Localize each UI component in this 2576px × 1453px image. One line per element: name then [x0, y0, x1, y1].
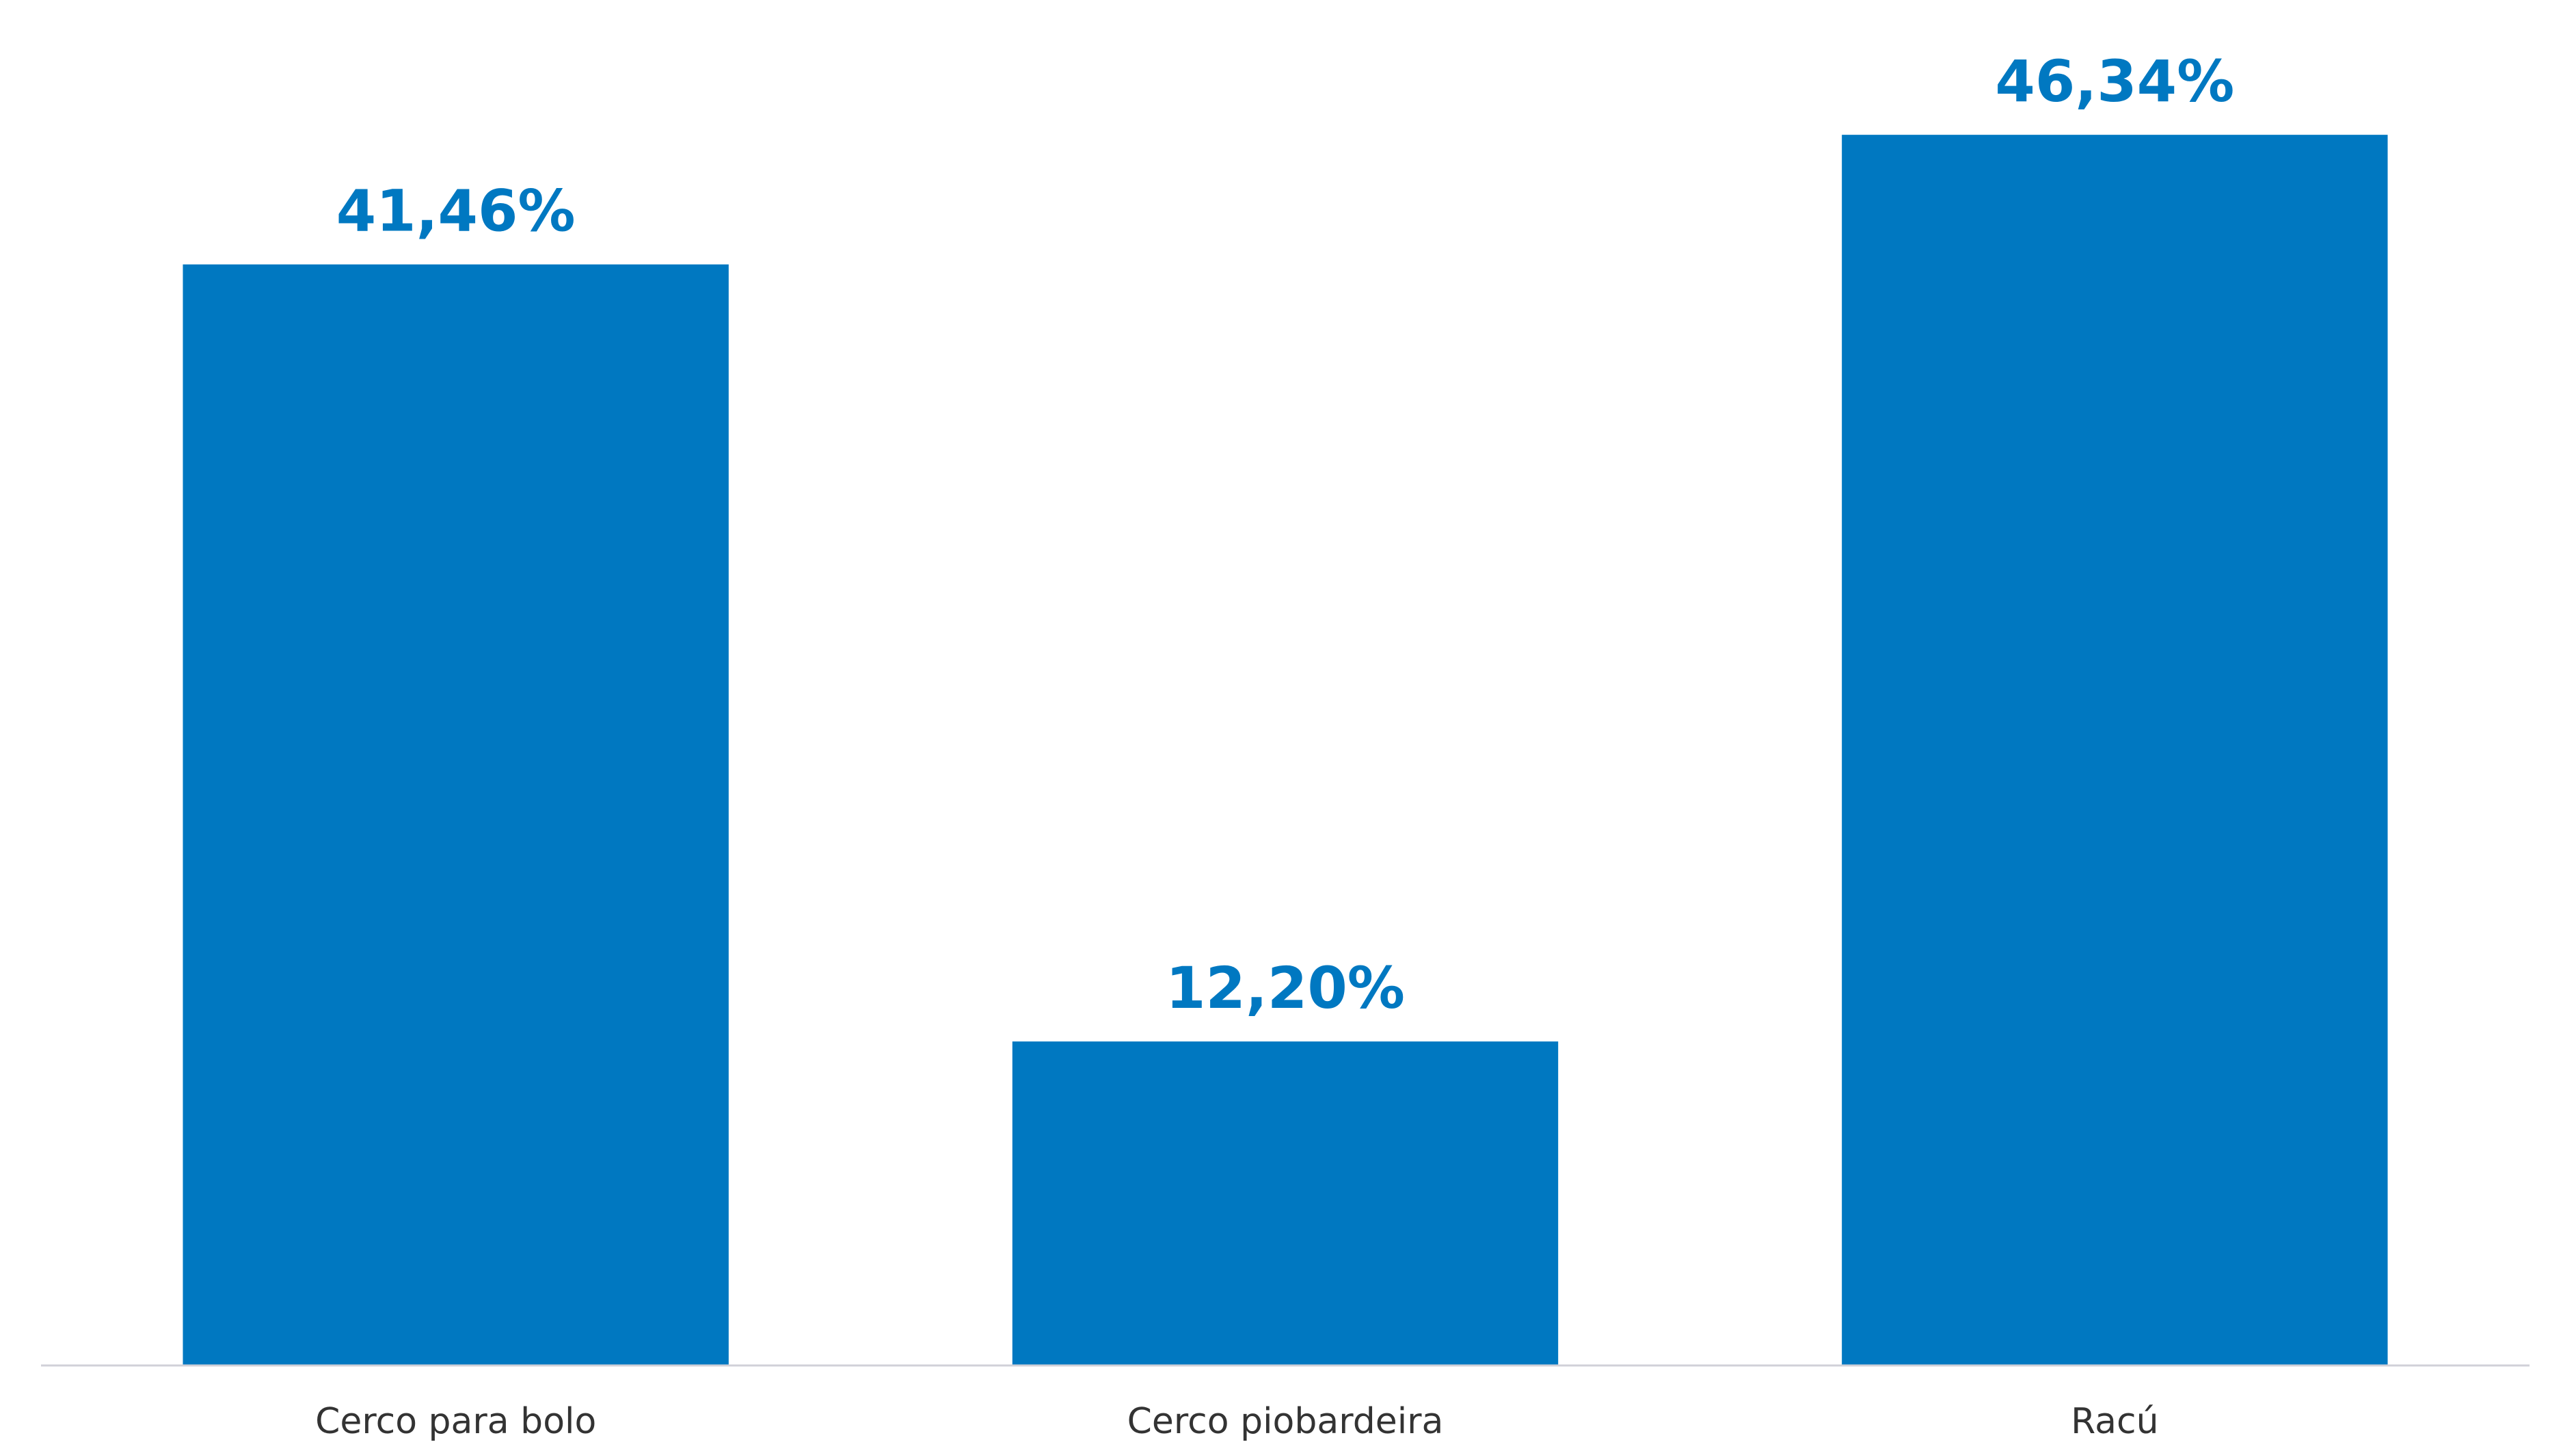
bar: [183, 264, 729, 1365]
x-tick-label: Racú: [2071, 1401, 2158, 1442]
bar: [1842, 135, 2388, 1365]
data-label: 46,34%: [1995, 48, 2234, 115]
x-tick-label: Cerco para bolo: [315, 1401, 596, 1442]
x-tick-label: Cerco piobardeira: [1127, 1401, 1444, 1442]
data-label: 12,20%: [1166, 955, 1405, 1022]
bar: [1012, 1041, 1559, 1365]
data-label: 41,46%: [336, 178, 576, 245]
